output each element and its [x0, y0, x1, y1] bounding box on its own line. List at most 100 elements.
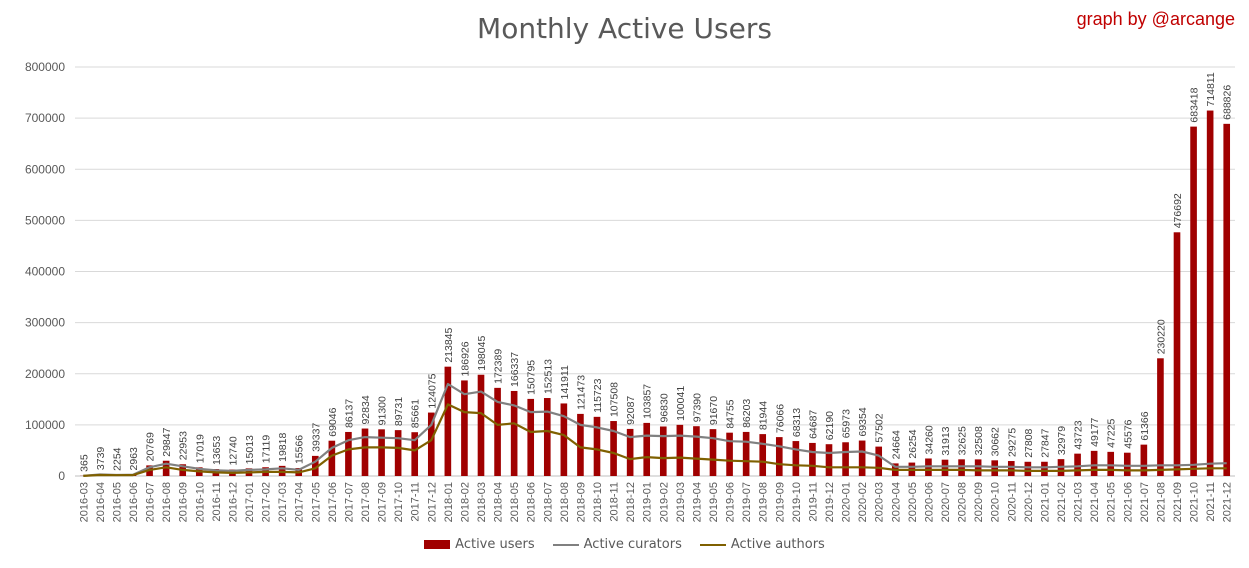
- bar-active-users: [825, 444, 833, 476]
- bar-data-label: 69046: [327, 407, 339, 436]
- x-tick-label: 2018-04: [493, 482, 505, 522]
- bar-data-label: 43723: [1073, 420, 1085, 449]
- bar-active-users: [560, 403, 568, 476]
- x-tick-label: 2017-01: [244, 482, 256, 522]
- x-tick-label: 2018-05: [509, 482, 521, 522]
- x-tick-label: 2019-07: [741, 482, 753, 522]
- line-active-curators: [83, 382, 1227, 477]
- bar-data-label: 47225: [1106, 418, 1118, 447]
- credit-label: graph by @arcange: [1076, 9, 1235, 29]
- bar-data-label: 91300: [377, 396, 389, 425]
- bar-active-users: [494, 387, 501, 476]
- bar-active-users: [726, 432, 733, 476]
- bar-active-users: [593, 416, 601, 476]
- bar-data-label: 85661: [410, 399, 422, 428]
- bar-data-label: 166337: [509, 352, 521, 387]
- bar-data-label: 19818: [277, 433, 289, 462]
- x-axis: 2016-03 2016-04 2016-05 2016-06 2016-07 2016-…: [78, 482, 1233, 522]
- bar-active-users: [1223, 123, 1231, 476]
- x-tick-label: 2021-08: [1155, 482, 1167, 522]
- x-tick-label: 2016-07: [145, 482, 157, 522]
- bar-active-users: [991, 460, 999, 476]
- x-tick-label: 2019-11: [807, 482, 819, 522]
- legend-item-active-authors[interactable]: Active authors: [699, 537, 825, 552]
- bar-active-users: [378, 429, 385, 476]
- x-tick-label: 2021-01: [1039, 482, 1051, 522]
- bar-active-users: [1190, 126, 1197, 477]
- bar-active-users: [792, 441, 800, 476]
- x-tick-label: 2019-06: [725, 482, 737, 522]
- bar-active-users: [1123, 452, 1131, 476]
- bar-active-users: [643, 422, 651, 476]
- bar-data-label: 32508: [973, 426, 985, 455]
- bar-active-users: [974, 459, 982, 476]
- bar-data-label: 65973: [841, 409, 853, 438]
- bar-data-label: 683418: [1189, 87, 1201, 122]
- bar-data-label: 476692: [1172, 193, 1184, 228]
- x-tick-label: 2017-11: [410, 482, 422, 522]
- x-tick-label: 2016-05: [111, 482, 123, 522]
- y-tick-label: 300000: [25, 316, 65, 330]
- x-tick-label: 2019-04: [691, 482, 703, 522]
- bar-active-users: [510, 390, 518, 476]
- x-tick-label: 2021-03: [1073, 482, 1085, 522]
- bar-data-label: 230220: [1155, 319, 1167, 354]
- x-tick-label: 2017-08: [360, 482, 372, 522]
- bar-data-label: 76066: [774, 404, 786, 433]
- bar-data-label: 27847: [1039, 428, 1051, 457]
- x-tick-label: 2020-10: [990, 482, 1002, 522]
- bar-active-users: [394, 430, 402, 476]
- bar-data-label: 17019: [194, 434, 206, 463]
- bar-data-label: 92087: [625, 396, 637, 425]
- bar-active-users: [659, 426, 667, 476]
- bar-data-label: 84755: [725, 399, 737, 428]
- bar-active-users: [610, 421, 617, 476]
- bar-data-label: 45576: [1122, 419, 1134, 448]
- bar-active-users: [709, 429, 717, 476]
- x-tick-label: 2018-02: [459, 482, 471, 522]
- bar-active-users: [858, 440, 866, 476]
- bar-active-users: [1140, 444, 1148, 476]
- bar-data-label: 124075: [426, 373, 438, 408]
- bar-active-users: [1041, 461, 1048, 476]
- y-tick-label: 400000: [25, 265, 65, 279]
- bar-active-users: [693, 426, 700, 476]
- bar-data-label: 29275: [1006, 428, 1018, 457]
- x-tick-label: 2020-12: [1023, 482, 1035, 522]
- x-tick-label: 2016-08: [161, 482, 173, 522]
- x-tick-label: 2017-05: [310, 482, 322, 522]
- x-tick-label: 2019-03: [675, 482, 687, 522]
- bar-data-label: 198045: [476, 336, 488, 371]
- bar-data-label: 24664: [890, 430, 902, 459]
- bar-data-label: 12740: [227, 436, 239, 465]
- bar-data-label: 3739: [95, 447, 107, 471]
- bar-data-label: 172389: [493, 349, 505, 384]
- x-tick-label: 2020-09: [973, 482, 985, 522]
- bar-active-users: [1090, 450, 1098, 476]
- x-tick-label: 2016-09: [178, 482, 190, 522]
- y-axis: 0 100000 200000 300000 400000 500000 600000 700…: [25, 60, 65, 483]
- bar-data-label: 152513: [542, 359, 554, 394]
- bar-data-label: 91670: [708, 396, 720, 425]
- bar-active-users: [676, 424, 684, 476]
- legend-label-active-curators: Active curators: [583, 537, 682, 552]
- legend-item-active-curators[interactable]: Active curators: [552, 537, 682, 552]
- x-tick-label: 2016-10: [194, 482, 206, 522]
- bar-data-label: 92834: [360, 395, 372, 424]
- x-tick-label: 2016-04: [95, 482, 107, 522]
- bar-active-users: [1107, 451, 1115, 476]
- bar-active-users: [775, 437, 783, 476]
- bar-data-label: 20769: [145, 432, 157, 461]
- bar-data-label: 69354: [857, 407, 869, 436]
- bar-active-users: [328, 440, 336, 476]
- x-tick-label: 2018-09: [575, 482, 587, 522]
- bar-active-users: [842, 442, 849, 476]
- bar-data-label: 32625: [957, 426, 969, 455]
- bar-data-label: 115723: [592, 378, 604, 412]
- bar-active-users: [1157, 358, 1164, 476]
- bar-data-label: 89731: [393, 397, 405, 426]
- legend-item-active-users[interactable]: Active users: [424, 537, 535, 552]
- bar-active-users: [577, 413, 584, 476]
- x-tick-label: 2021-02: [1056, 482, 1068, 522]
